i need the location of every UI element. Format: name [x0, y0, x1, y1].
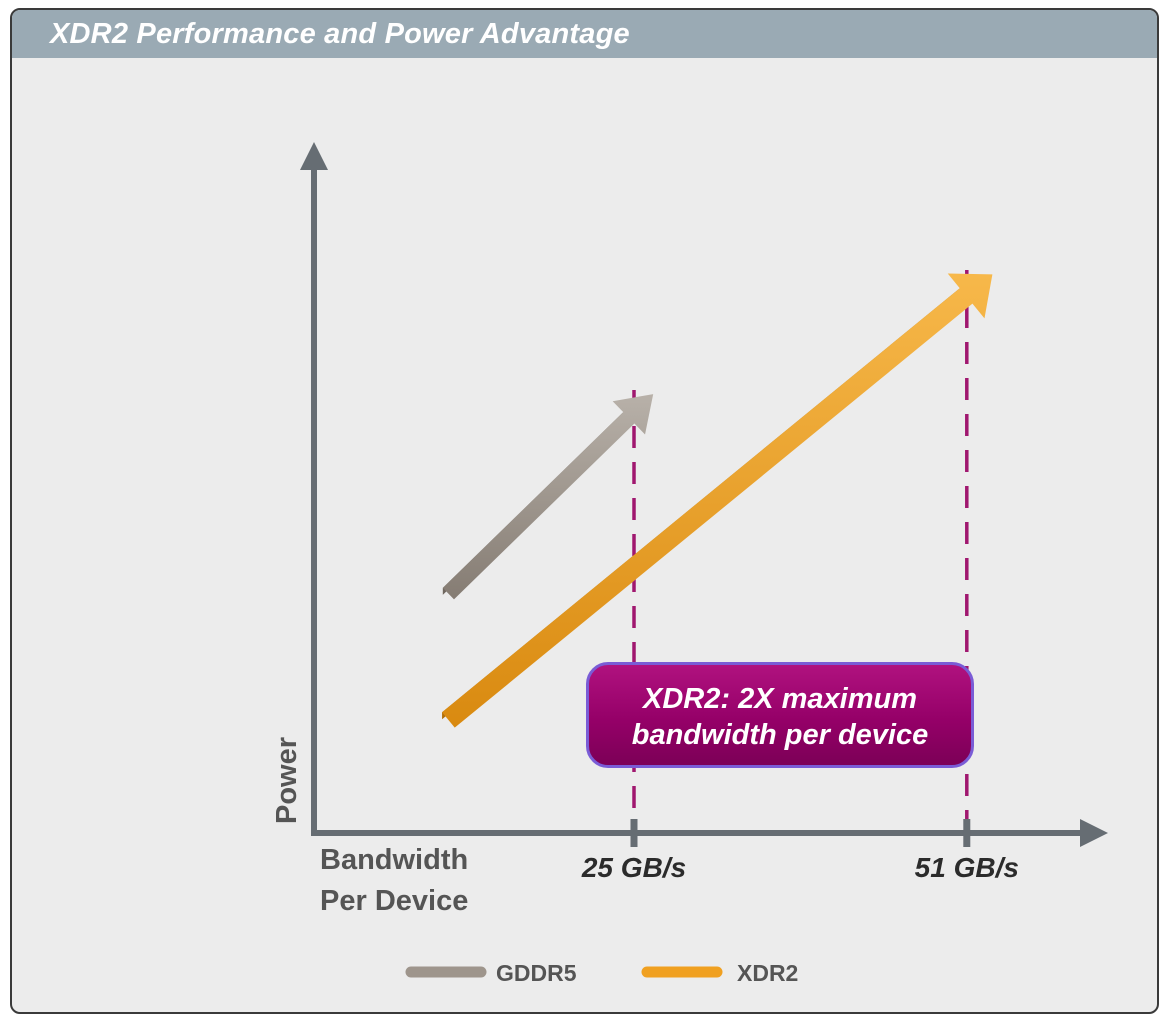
callout-box: XDR2: 2X maximum bandwidth per device [586, 662, 974, 768]
legend-label-gddr5: GDDR5 [496, 960, 577, 986]
x-axis-arrow [1080, 819, 1108, 847]
chart-title: XDR2 Performance and Power Advantage [12, 10, 1157, 58]
x-tick-label-1: 51 GB/s [915, 852, 1019, 883]
chart-frame: XDR2 Performance and Power Advantage [10, 8, 1159, 1014]
series-gddr5-body [442, 394, 654, 600]
series-xdr2-body [442, 273, 993, 728]
x-tick-mark-1 [963, 819, 971, 847]
y-axis-arrow [300, 142, 328, 170]
legend-label-xdr2: XDR2 [737, 960, 798, 986]
x-axis-label-line1: Bandwidth [320, 844, 468, 876]
x-tick-labels: 25 GB/s 51 GB/s [581, 852, 1019, 883]
series-xdr2-arrow [442, 273, 993, 728]
legend: GDDR5 XDR2 [405, 960, 798, 986]
series-arrows [442, 273, 993, 728]
series-gddr5-arrow [442, 394, 654, 600]
x-tick-mark-0 [630, 819, 638, 847]
axes [300, 142, 1108, 847]
x-tick-label-0: 25 GB/s [581, 852, 686, 883]
y-axis-label: Power [271, 737, 303, 824]
callout-line-1: XDR2: 2X maximum [643, 683, 917, 715]
x-axis-label-line2: Per Device [320, 885, 468, 917]
callout-line-2: bandwidth per device [631, 719, 929, 751]
